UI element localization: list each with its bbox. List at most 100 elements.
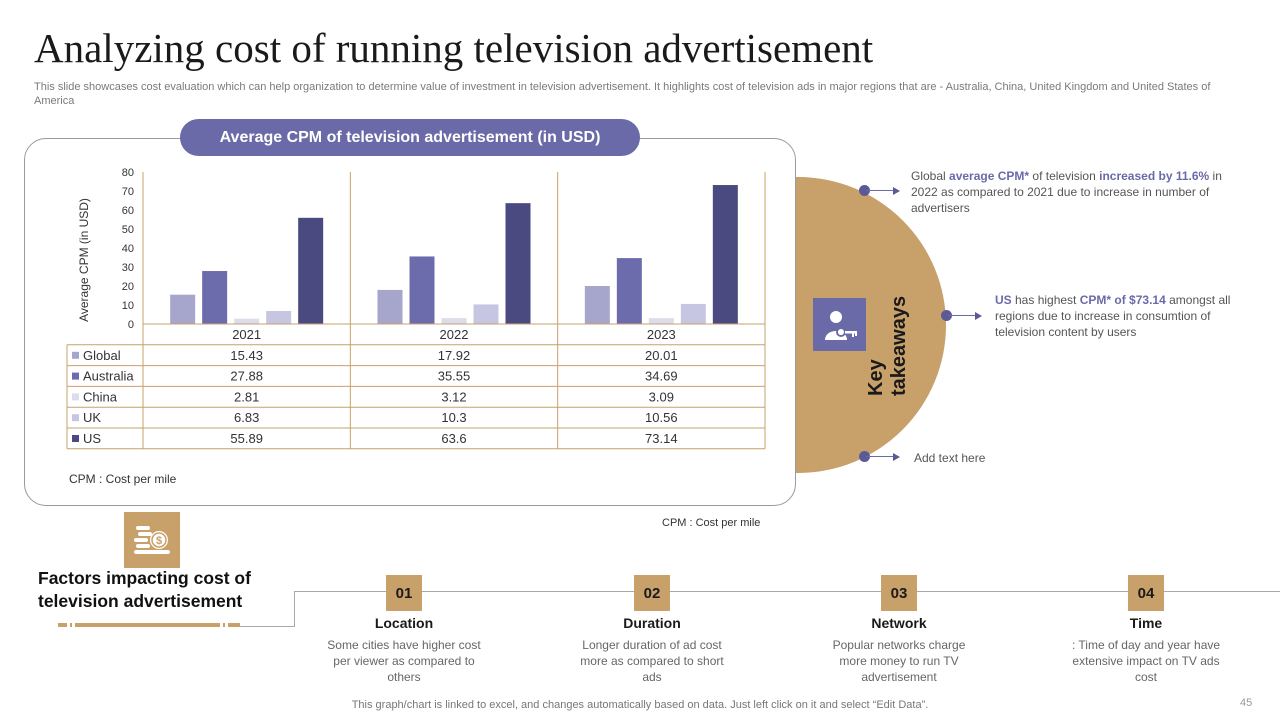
data-table-cell: 27.88 <box>230 369 263 384</box>
legend-swatch <box>72 372 79 380</box>
legend-label: Global <box>83 348 121 363</box>
bar-us-2023 <box>712 185 738 324</box>
data-table-cell: 3.12 <box>441 389 466 404</box>
factor-network: 03 Network Popular networks charge more … <box>819 575 979 685</box>
page-number: 45 <box>1240 697 1253 709</box>
data-table-cell: 63.6 <box>441 431 466 446</box>
legend-label: UK <box>83 410 101 425</box>
bar-global-2021 <box>170 294 196 324</box>
cpm-footnote: CPM : Cost per mile <box>69 472 177 486</box>
takeaway-connector <box>866 456 894 457</box>
data-table-cell: 10.3 <box>441 410 466 425</box>
y-tick-label: 30 <box>122 262 134 274</box>
bar-australia-2023 <box>616 258 642 324</box>
bar-uk-2023 <box>680 303 706 324</box>
bar-global-2022 <box>377 289 403 324</box>
y-tick-label: 80 <box>122 167 134 179</box>
y-tick-label: 20 <box>122 281 134 293</box>
x-tick-label: 2021 <box>232 327 261 342</box>
x-tick-label: 2023 <box>647 327 676 342</box>
bar-chart[interactable]: 0 10 20 30 40 50 60 70 80 2021 2022 2023 Global 15.4… <box>0 0 800 510</box>
bar-china-2021 <box>234 318 260 324</box>
arrow-right-icon <box>975 312 982 320</box>
arrow-right-icon <box>893 187 900 195</box>
legend-swatch <box>72 435 79 442</box>
timeline-connector <box>240 626 294 627</box>
money-coins-icon: $ <box>124 512 180 568</box>
data-table-cell: 20.01 <box>645 348 678 363</box>
bar-us-2022 <box>505 203 531 324</box>
data-table-cell: 34.69 <box>645 369 678 384</box>
chart-data-table: 2021 2022 2023 Global 15.43 17.92 20.01 Austral… <box>66 323 766 450</box>
arrow-right-icon <box>893 453 900 461</box>
factor-name: Duration <box>623 615 681 631</box>
legend-label: China <box>83 389 118 404</box>
factor-description: Longer duration of ad cost more as compa… <box>580 638 724 684</box>
y-tick-label: 40 <box>122 243 134 255</box>
y-tick-label: 70 <box>122 186 134 198</box>
y-axis-label: Average CPM (in USD) <box>77 198 91 322</box>
page-title: Analyzing cost of running television adv… <box>34 25 874 71</box>
factor-duration: 02 Duration Longer duration of ad cost m… <box>572 575 732 685</box>
bar-us-2021 <box>298 217 324 324</box>
factor-location: 01 Location Some cities have higher cost… <box>324 575 484 685</box>
bar-uk-2022 <box>473 304 499 324</box>
y-tick-label: 50 <box>122 224 134 236</box>
data-table-cell: 3.09 <box>649 389 674 404</box>
bar-australia-2022 <box>409 256 435 324</box>
factor-name: Location <box>374 615 434 631</box>
data-table-cell: 35.55 <box>438 369 471 384</box>
factor-number: 02 <box>634 575 670 611</box>
factor-description: Some cities have higher cost per viewer … <box>327 638 481 684</box>
page-subtitle: This slide showcases cost evaluation whi… <box>34 81 1211 107</box>
y-tick-label: 10 <box>122 300 134 312</box>
data-table-cell: 2.81 <box>234 389 259 404</box>
factor-number: 04 <box>1128 575 1164 611</box>
bar-uk-2021 <box>266 311 292 324</box>
factor-description: : Time of day and year have extensive im… <box>1071 638 1221 684</box>
factor-number: 01 <box>386 575 422 611</box>
takeaway-text-3: Add text here <box>914 451 986 465</box>
y-tick-label: 0 <box>128 319 134 331</box>
bar-global-2023 <box>584 285 610 324</box>
timeline-connector <box>294 591 295 627</box>
takeaway-bullet <box>859 451 870 462</box>
data-table-cell: 55.89 <box>230 431 263 446</box>
factor-number: 03 <box>881 575 917 611</box>
key-person-icon <box>813 298 866 351</box>
data-table-cell: 73.14 <box>645 431 678 446</box>
chart-grid: 0 10 20 30 40 50 60 70 80 <box>122 167 766 331</box>
takeaway-bullet <box>941 310 952 321</box>
takeaway-bullet <box>859 185 870 196</box>
factor-description: Popular networks charge more money to ru… <box>832 638 966 684</box>
bar-china-2023 <box>648 318 674 324</box>
takeaway-connector <box>948 315 976 316</box>
bar-australia-2021 <box>202 271 228 324</box>
factors-title-line-1: Factors impacting cost of <box>38 568 251 588</box>
legend-swatch <box>72 414 79 422</box>
data-table-cell: 6.83 <box>234 410 259 425</box>
data-table-cell: 17.92 <box>438 348 471 363</box>
key-takeaways-label: Key takeaways <box>865 295 910 396</box>
svg-text:$: $ <box>156 535 162 547</box>
factor-time: 04 Time : Time of day and year have exte… <box>1066 575 1226 685</box>
takeaway-text-2: US has highest CPM* of $73.14 amongst al… <box>995 293 1231 339</box>
y-tick-label: 60 <box>122 205 134 217</box>
data-table-cell: 10.56 <box>645 410 678 425</box>
cpm-footnote-secondary: CPM : Cost per mile <box>662 517 761 529</box>
factors-title: Factors impacting cost of television adv… <box>38 567 251 613</box>
chart-title-pill: Average CPM of television advertisement … <box>180 119 640 156</box>
bar-china-2022 <box>441 318 467 324</box>
chart-bars <box>170 185 738 324</box>
data-table-cell: 15.43 <box>230 348 263 363</box>
legend-label: Australia <box>83 369 134 384</box>
factors-title-line-2: television advertisement <box>38 591 243 611</box>
factor-name: Network <box>871 615 927 631</box>
legend-swatch <box>72 393 79 401</box>
takeaway-connector <box>866 190 894 191</box>
factor-name: Time <box>1129 615 1163 631</box>
legend-swatch <box>72 351 79 359</box>
footer-note: This graph/chart is linked to excel, and… <box>351 699 929 711</box>
timeline-line <box>294 591 1280 592</box>
takeaway-text-1: Global average CPM* of television increa… <box>911 169 1222 215</box>
